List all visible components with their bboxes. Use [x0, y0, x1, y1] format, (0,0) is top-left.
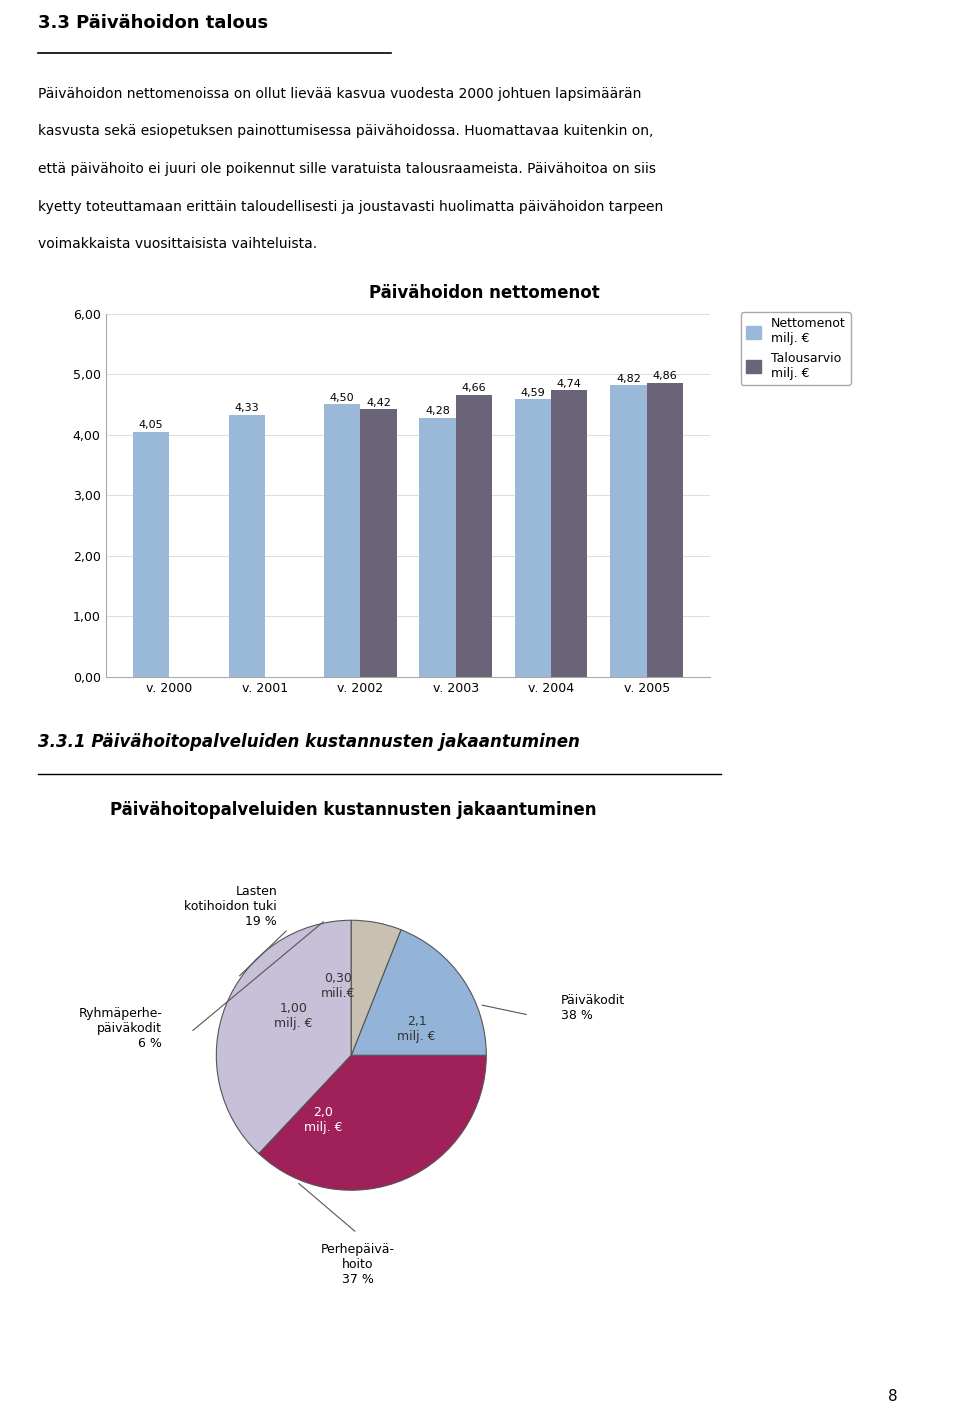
Text: 4,82: 4,82: [616, 373, 641, 383]
Bar: [551, 390, 588, 677]
Text: 4,74: 4,74: [557, 379, 582, 389]
Wedge shape: [351, 921, 401, 1056]
Text: Päivähoidon nettomenot: Päivähoidon nettomenot: [370, 284, 600, 302]
Text: 4,33: 4,33: [234, 403, 259, 413]
Text: 4,86: 4,86: [653, 372, 677, 382]
Wedge shape: [259, 1056, 487, 1190]
Bar: [515, 399, 551, 677]
Text: Ryhmäperhe-
päiväkodit
6 %: Ryhmäperhe- päiväkodit 6 %: [79, 1006, 162, 1050]
Text: 4,42: 4,42: [366, 398, 391, 408]
Text: Päivähoitopalveluiden kustannusten jakaantuminen: Päivähoitopalveluiden kustannusten jakaa…: [109, 801, 596, 819]
Bar: [228, 415, 265, 677]
Wedge shape: [351, 929, 487, 1056]
Text: Perhepäivä-
hoito
37 %: Perhepäivä- hoito 37 %: [321, 1243, 396, 1285]
Text: 0,30
mili.€: 0,30 mili.€: [321, 972, 355, 1000]
Text: Päivähoidon nettomenoissa on ollut lievää kasvua vuodesta 2000 johtuen lapsimäär: Päivähoidon nettomenoissa on ollut lievä…: [38, 87, 642, 101]
Bar: [420, 418, 456, 677]
Bar: [360, 409, 396, 677]
Text: 3.3 Päivähoidon talous: 3.3 Päivähoidon talous: [38, 14, 269, 33]
Text: 4,59: 4,59: [520, 388, 545, 398]
Text: kyetty toteuttamaan erittäin taloudellisesti ja joustavasti huolimatta päivähoid: kyetty toteuttamaan erittäin taloudellis…: [38, 200, 663, 214]
Bar: [324, 405, 360, 677]
Text: 4,50: 4,50: [330, 393, 354, 403]
Text: Lasten
kotihoidon tuki
19 %: Lasten kotihoidon tuki 19 %: [184, 885, 277, 928]
Text: 8: 8: [888, 1389, 898, 1404]
Text: että päivähoito ei juuri ole poikennut sille varatuista talousraameista. Päiväho: että päivähoito ei juuri ole poikennut s…: [38, 162, 657, 177]
Text: 3.3.1 Päivähoitopalveluiden kustannusten jakaantuminen: 3.3.1 Päivähoitopalveluiden kustannusten…: [38, 734, 580, 751]
Bar: [133, 432, 169, 677]
Bar: [611, 385, 647, 677]
Text: 4,28: 4,28: [425, 406, 450, 416]
Text: kasvusta sekä esiopetuksen painottumisessa päivähoidossa. Huomattavaa kuitenkin : kasvusta sekä esiopetuksen painottumises…: [38, 124, 654, 138]
Legend: Nettomenot
milj. €, Talousarvio
milj. €: Nettomenot milj. €, Talousarvio milj. €: [741, 312, 851, 385]
Text: 2,1
milj. €: 2,1 milj. €: [397, 1016, 436, 1043]
Text: Päiväkodit
38 %: Päiväkodit 38 %: [561, 995, 625, 1022]
Bar: [456, 395, 492, 677]
Text: 4,66: 4,66: [462, 383, 486, 393]
Text: voimakkaista vuosittaisista vaihteluista.: voimakkaista vuosittaisista vaihteluista…: [38, 237, 318, 251]
Wedge shape: [216, 921, 351, 1154]
Text: 4,05: 4,05: [139, 420, 163, 430]
Text: 2,0
milj. €: 2,0 milj. €: [304, 1106, 343, 1134]
Bar: [647, 382, 683, 677]
Text: 1,00
milj. €: 1,00 milj. €: [274, 1002, 313, 1030]
